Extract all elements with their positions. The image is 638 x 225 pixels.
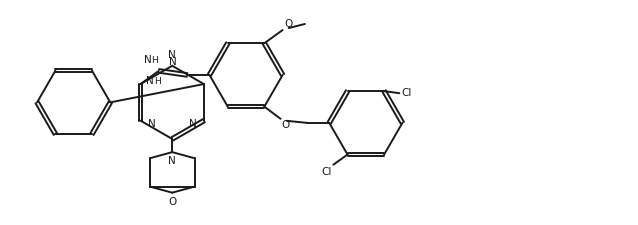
Text: Cl: Cl	[401, 88, 412, 98]
Text: N: N	[169, 57, 177, 67]
Text: H: H	[154, 77, 161, 86]
Text: N: N	[168, 50, 176, 60]
Text: N: N	[168, 156, 176, 166]
Text: N: N	[189, 119, 197, 129]
Text: O: O	[285, 19, 293, 29]
Text: N: N	[146, 76, 154, 86]
Text: N: N	[144, 55, 152, 65]
Text: O: O	[168, 197, 176, 207]
Text: O: O	[281, 120, 290, 130]
Text: Cl: Cl	[321, 167, 331, 177]
Text: H: H	[151, 56, 158, 65]
Text: N: N	[147, 119, 156, 129]
